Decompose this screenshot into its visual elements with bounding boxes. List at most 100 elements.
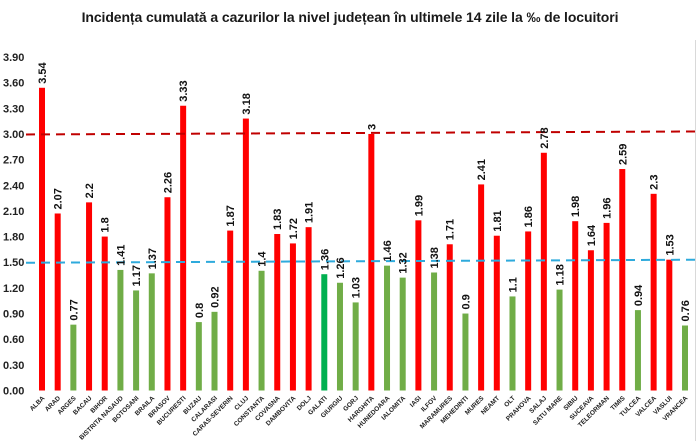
bar <box>180 105 187 391</box>
data-label: 1.4 <box>257 251 269 267</box>
bar <box>86 202 93 391</box>
bar <box>321 274 328 391</box>
bar <box>227 230 234 391</box>
data-label: 1.38 <box>429 247 441 268</box>
bar <box>242 118 249 391</box>
data-label: 0.92 <box>210 286 222 307</box>
y-tick-label: 3.60 <box>3 78 24 90</box>
data-label: 1.41 <box>115 245 127 266</box>
data-label: 1.91 <box>304 202 316 223</box>
bar <box>195 322 202 391</box>
data-label: 1.32 <box>398 252 410 273</box>
bar <box>525 231 532 391</box>
data-label: 1.03 <box>351 277 363 298</box>
bars <box>39 87 688 391</box>
y-tick-label: 3.00 <box>3 129 24 141</box>
reference-lines <box>25 130 697 264</box>
bar <box>650 193 657 391</box>
bar <box>336 282 343 391</box>
x-tick-label: ALBA <box>29 395 47 413</box>
bar <box>39 87 45 391</box>
bar <box>509 296 516 391</box>
data-label: 1.86 <box>523 206 535 227</box>
bar <box>556 289 563 391</box>
data-label: 1.36 <box>319 249 331 270</box>
data-label: 2.26 <box>162 172 174 193</box>
y-tick-label: 3.30 <box>3 103 24 115</box>
y-tick-label: 0.60 <box>3 334 24 346</box>
data-label: 2.59 <box>617 144 629 165</box>
chart-title: Incidența cumulată a cazurilor la nivel … <box>81 9 619 25</box>
bar <box>368 133 375 391</box>
bar <box>431 272 438 391</box>
data-label: 2.78 <box>539 127 551 148</box>
data-label: 1.98 <box>570 196 582 217</box>
data-label: 1.37 <box>147 248 159 269</box>
y-tick-label: 3.90 <box>3 52 24 64</box>
bar <box>478 184 485 391</box>
data-label: 1.96 <box>602 197 614 218</box>
data-labels: 3.54 2.07 0.77 2.2 1.8 1.41 1.17 1.37 2.26 3.33 0.… <box>37 61 692 321</box>
bar <box>305 227 312 391</box>
data-label: 0.9 <box>460 294 472 309</box>
data-label: 2.3 <box>649 175 661 190</box>
data-label: 2.41 <box>476 159 488 180</box>
bar <box>603 222 610 391</box>
bar <box>587 250 594 391</box>
data-label: 0.8 <box>194 303 206 318</box>
bar <box>289 243 296 391</box>
bar <box>634 310 641 391</box>
y-tick-label: 1.20 <box>3 283 24 295</box>
y-tick-label: 2.70 <box>3 155 24 167</box>
data-label: 1.53 <box>664 234 676 255</box>
bar <box>415 220 422 391</box>
data-label: 3 <box>366 124 378 130</box>
bar <box>101 236 108 391</box>
bar <box>462 313 469 391</box>
y-tick-label: 0.30 <box>3 360 24 372</box>
data-label: 1.64 <box>586 224 598 246</box>
data-label: 1.26 <box>335 257 347 278</box>
data-label: 3.33 <box>178 80 190 101</box>
data-label: 1.81 <box>492 210 504 231</box>
y-axis: 0.00 0.30 0.60 0.90 1.20 1.50 1.80 2.10 2.40 2.70… <box>3 52 24 398</box>
data-label: 0.76 <box>680 300 692 321</box>
data-label: 2.2 <box>84 183 96 198</box>
bar <box>682 325 688 391</box>
bar <box>572 221 579 391</box>
data-label: 3.54 <box>37 61 49 83</box>
y-tick-label: 1.50 <box>3 257 24 269</box>
data-label: 3.18 <box>241 93 253 114</box>
bar <box>258 270 265 391</box>
reference-line-1.5 <box>25 258 697 264</box>
bar <box>211 311 218 391</box>
data-label: 0.77 <box>68 299 80 320</box>
bar <box>148 273 155 391</box>
bar <box>540 152 547 391</box>
bar <box>54 213 61 391</box>
y-tick-label: 1.80 <box>3 232 24 244</box>
data-label: 1.18 <box>555 264 567 285</box>
bar <box>384 265 391 391</box>
data-label: 1.87 <box>225 205 237 226</box>
data-label: 1.99 <box>413 195 425 216</box>
data-label: 1.71 <box>445 219 457 240</box>
bar <box>446 244 453 391</box>
data-label: 1.46 <box>382 240 394 261</box>
data-label: 1.8 <box>100 217 112 232</box>
bar <box>399 277 406 391</box>
bar <box>70 324 77 391</box>
data-label: 1.17 <box>131 265 143 286</box>
bar <box>117 269 124 391</box>
bar <box>133 290 140 391</box>
bar <box>352 302 359 391</box>
bar <box>493 235 500 391</box>
data-label: 0.94 <box>633 284 645 306</box>
bar <box>274 234 281 391</box>
data-label: 1.1 <box>507 277 519 292</box>
bar <box>164 197 171 391</box>
y-tick-label: 2.10 <box>3 206 24 218</box>
